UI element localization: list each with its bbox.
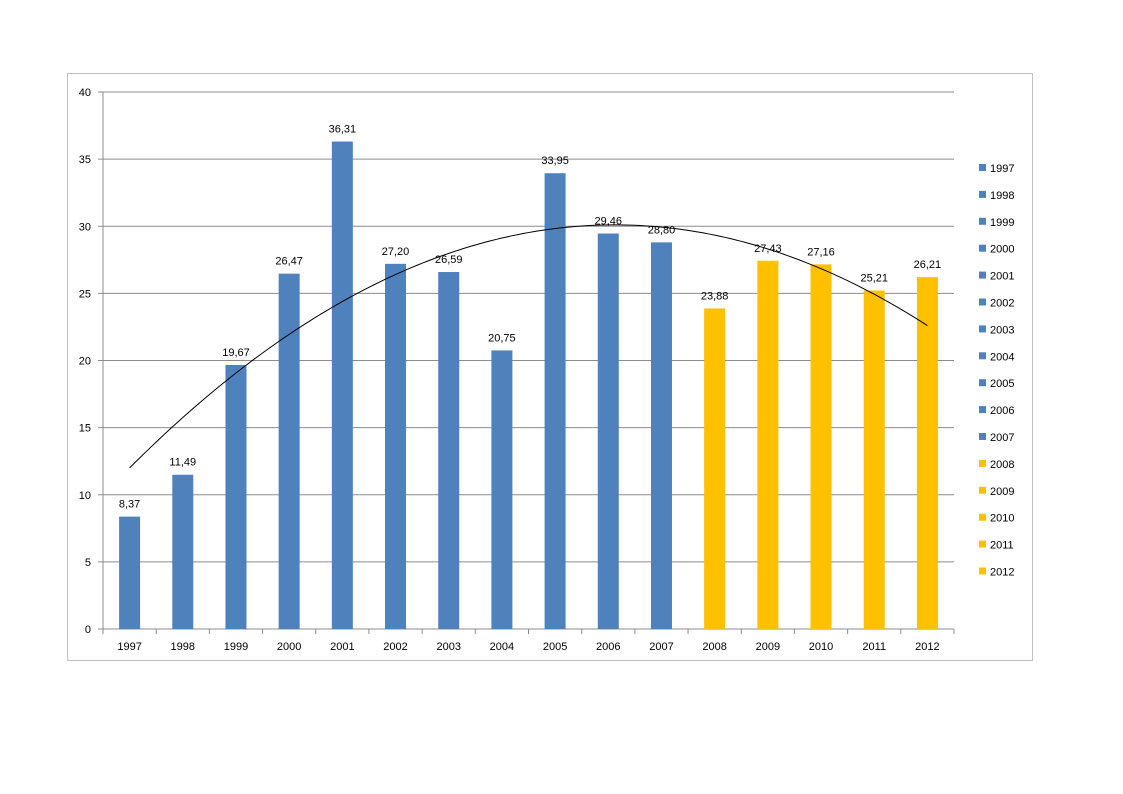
x-tick-label: 2006 (596, 641, 620, 653)
legend-swatch-2002 (979, 298, 986, 306)
legend-swatch-2008 (979, 459, 986, 467)
data-label-2005: 33,95 (541, 155, 569, 167)
bar-1999 (225, 364, 247, 629)
data-label-2003: 26,59 (435, 254, 463, 266)
trendline (129, 224, 928, 469)
legend-swatch-2009 (979, 486, 986, 494)
legend-swatch-1999 (979, 217, 986, 225)
x-tick-label: 2001 (330, 641, 354, 653)
legend-label-1999: 1999 (990, 217, 1014, 229)
trendline-layer (129, 224, 928, 469)
data-label-2009: 27,43 (754, 243, 782, 255)
bar-2008 (704, 308, 726, 629)
data-label-2011: 25,21 (860, 273, 888, 285)
bar-2002 (385, 263, 407, 629)
bar-2009 (757, 260, 779, 629)
legend-label-2002: 2002 (990, 298, 1014, 310)
bar-2010 (810, 264, 832, 629)
bar-2012 (916, 277, 938, 629)
x-tick-label: 2007 (649, 641, 673, 653)
x-tick-label: 2011 (862, 641, 886, 653)
legend-label-1997: 1997 (990, 163, 1014, 175)
bar-2007 (650, 242, 672, 630)
data-label-2010: 27,16 (807, 246, 835, 258)
data-label-2008: 23,88 (701, 290, 729, 302)
legend-swatch-2010 (979, 513, 986, 521)
legend-label-2007: 2007 (990, 432, 1014, 444)
legend-swatch-2006 (979, 406, 986, 414)
data-label-2004: 20,75 (488, 332, 516, 344)
x-tick-label: 2003 (436, 641, 460, 653)
legend-label-2004: 2004 (990, 351, 1014, 363)
legend-label-2009: 2009 (990, 486, 1014, 498)
legend-swatch-2011 (979, 540, 986, 548)
data-label-2002: 27,20 (382, 246, 410, 258)
y-tick-label: 30 (79, 221, 91, 233)
legend-label-2012: 2012 (990, 567, 1014, 579)
legend-label-2005: 2005 (990, 378, 1014, 390)
chart-frame: 0 5 10 15 20 25 30 35 40 1997 1998 1999 2000 2001 2002… (67, 73, 1033, 661)
legend-swatch-2000 (979, 244, 986, 252)
x-tick-label: 2002 (383, 641, 407, 653)
y-tick-label: 15 (79, 423, 91, 435)
data-labels: 8,37 11,49 19,67 26,47 36,31 27,20 26,59 20,75 3… (119, 124, 941, 511)
legend-swatch-1997 (979, 164, 986, 171)
bar-2011 (863, 290, 885, 629)
data-label-1997: 8,37 (119, 499, 140, 511)
x-tick-label: 2008 (702, 641, 726, 653)
legend-label-2003: 2003 (990, 324, 1014, 336)
bar-2004 (491, 350, 513, 629)
legend-swatch-2005 (979, 379, 986, 387)
y-tick-label: 10 (79, 490, 91, 502)
x-tick-label: 1999 (224, 641, 248, 653)
legend-swatch-2003 (979, 325, 986, 333)
x-tick-label: 2004 (490, 641, 514, 653)
data-label-2000: 26,47 (275, 256, 303, 268)
legend-swatch-2012 (979, 567, 986, 575)
data-label-2007: 28,80 (648, 224, 676, 236)
legend-swatch-2004 (979, 352, 986, 360)
legend-label-2011: 2011 (990, 540, 1014, 552)
bar-1998 (172, 474, 194, 629)
bar-chart: 0 5 10 15 20 25 30 35 40 1997 1998 1999 2000 2001 2002… (79, 87, 1015, 653)
legend-label-2008: 2008 (990, 459, 1014, 471)
x-tick-label: 2012 (915, 641, 939, 653)
legend-label-2000: 2000 (990, 244, 1014, 256)
bar-2000 (278, 273, 300, 629)
y-tick-label: 0 (85, 624, 91, 636)
bar-1997 (119, 516, 141, 629)
data-label-1998: 11,49 (169, 457, 196, 469)
data-label-2012: 26,21 (914, 259, 942, 271)
legend: 1997 1998 1999 2000 2001 2002 2003 2004 2005 2006… (979, 163, 1014, 579)
bar-2006 (597, 233, 619, 629)
data-label-1999: 19,67 (222, 347, 250, 359)
legend-label-2010: 2010 (990, 513, 1014, 525)
x-tick-label: 1997 (117, 641, 141, 653)
bars (119, 141, 938, 630)
y-tick-label: 35 (79, 154, 91, 166)
legend-label-2001: 2001 (990, 271, 1014, 283)
y-tick-label: 40 (79, 87, 91, 99)
legend-label-1998: 1998 (990, 190, 1014, 202)
data-label-2001: 36,31 (329, 124, 357, 136)
legend-swatch-2007 (979, 433, 986, 440)
bar-2005 (544, 173, 566, 629)
legend-swatch-2001 (979, 271, 986, 279)
y-tick-label: 20 (79, 356, 91, 368)
y-tick-label: 5 (85, 557, 91, 569)
legend-label-2006: 2006 (990, 405, 1014, 417)
bar-2003 (438, 272, 460, 629)
x-tick-label: 2000 (277, 641, 301, 653)
bar-2001 (331, 141, 353, 629)
legend-swatch-1998 (979, 190, 986, 198)
x-tick-label: 2010 (809, 641, 833, 653)
x-tick-label: 2005 (543, 641, 567, 653)
x-tick-label: 2009 (756, 641, 780, 653)
x-tick-label: 1998 (171, 641, 195, 653)
y-tick-label: 25 (79, 288, 91, 300)
data-label-2006: 29,46 (595, 215, 623, 227)
